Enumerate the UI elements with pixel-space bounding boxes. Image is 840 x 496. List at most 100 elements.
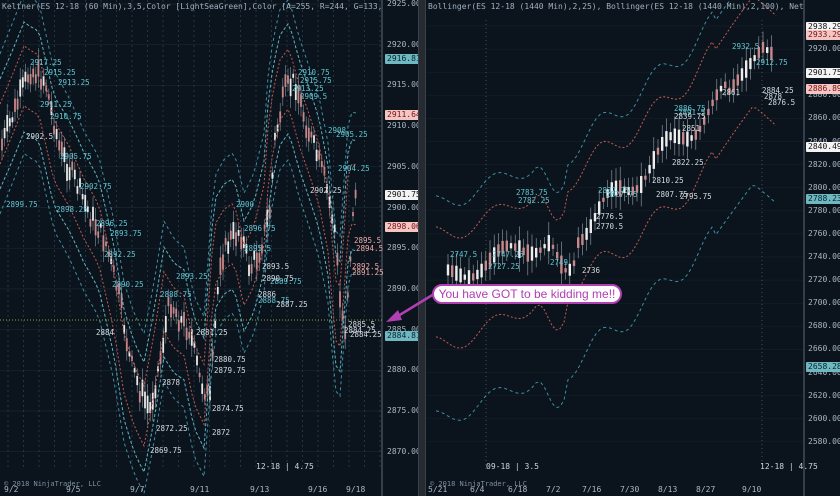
left-candle-body bbox=[216, 287, 219, 295]
right-level-label: 2782.25 bbox=[518, 196, 550, 205]
left-candle-body bbox=[110, 255, 113, 265]
left-candle-body bbox=[219, 257, 222, 275]
left-level-label: 2915.25 bbox=[44, 68, 76, 77]
left-level-label: 2894.5 bbox=[356, 244, 384, 253]
right-candle-body bbox=[740, 68, 744, 81]
right-candle-body bbox=[501, 240, 504, 254]
left-level-label: 2886 bbox=[258, 290, 277, 299]
right-candle-body bbox=[514, 243, 517, 251]
left-candle-body bbox=[248, 264, 250, 277]
right-price-chart[interactable] bbox=[426, 0, 840, 496]
left-candle-body bbox=[146, 395, 149, 414]
left-candle-body bbox=[336, 252, 339, 266]
left-price-tick: 2905.00 bbox=[387, 161, 418, 171]
left-keltner-band bbox=[0, 152, 357, 496]
right-price-marker: 2788.23 bbox=[806, 194, 840, 204]
left-candle-body bbox=[206, 385, 209, 395]
left-keltner-band bbox=[0, 105, 357, 448]
left-candle-body bbox=[183, 312, 185, 327]
right-date-tick: 6/18 bbox=[508, 485, 528, 494]
right-date-tick: 9/10 bbox=[742, 485, 762, 494]
left-candle-body bbox=[159, 350, 162, 364]
right-level-label: 2822.25 bbox=[672, 158, 704, 167]
right-candle-body bbox=[568, 263, 571, 276]
right-candle-body bbox=[719, 85, 723, 92]
left-candle-body bbox=[302, 112, 305, 122]
right-candle-body bbox=[564, 268, 567, 273]
left-candle-body bbox=[73, 169, 76, 180]
left-price-marker: 2901.75 bbox=[385, 190, 418, 200]
left-candle-body bbox=[328, 196, 331, 208]
left-candle-body bbox=[297, 86, 300, 104]
left-candle-body bbox=[84, 194, 87, 212]
right-candle-body bbox=[623, 186, 626, 194]
left-level-label: 2878 bbox=[162, 378, 181, 387]
panel-divider[interactable] bbox=[418, 0, 426, 496]
left-candle-body bbox=[235, 232, 237, 247]
right-level-label: 2783.75 bbox=[516, 188, 548, 197]
left-candle-body bbox=[224, 237, 227, 245]
left-candle-body bbox=[331, 214, 334, 224]
left-level-label: 2910.75 bbox=[50, 112, 82, 121]
left-level-label: 2872 bbox=[212, 428, 231, 437]
right-price-tick: 2580.00 bbox=[808, 436, 840, 446]
left-candle-body bbox=[245, 244, 248, 254]
left-candle-body bbox=[266, 209, 269, 228]
left-level-label: 2917.25 bbox=[30, 58, 62, 67]
left-price-chart[interactable] bbox=[0, 0, 418, 496]
left-candle-body bbox=[107, 251, 110, 257]
right-contract-stamp-left: 09-18 | 3.5 bbox=[486, 462, 539, 471]
left-candle-body bbox=[188, 331, 191, 339]
left-candle-body bbox=[42, 76, 45, 86]
right-level-label: 2727.25 bbox=[488, 262, 520, 271]
left-candle-body bbox=[300, 94, 302, 107]
right-price-tick: 2620.00 bbox=[808, 390, 840, 400]
left-candle-body bbox=[175, 308, 178, 318]
left-candle-body bbox=[354, 189, 357, 199]
right-candle-body bbox=[480, 263, 483, 278]
left-level-label: 2911.25 bbox=[40, 100, 72, 109]
left-level-label: 2884.25 bbox=[344, 326, 376, 335]
left-candle-body bbox=[92, 206, 94, 221]
left-candle-body bbox=[222, 254, 224, 270]
right-candle-body bbox=[656, 147, 660, 155]
left-level-label: 2913.25 bbox=[58, 78, 90, 87]
right-candle-body bbox=[677, 129, 681, 145]
left-level-label: 2884 bbox=[96, 328, 115, 337]
left-candle-body bbox=[58, 140, 61, 151]
left-candle-body bbox=[32, 68, 35, 78]
left-level-label: 2893.75 bbox=[110, 229, 142, 238]
right-candle-body bbox=[673, 128, 676, 144]
left-candle-body bbox=[268, 207, 271, 219]
right-price-tick: 2640.00 bbox=[808, 367, 840, 377]
left-level-label: 2910.75 bbox=[298, 68, 330, 77]
right-candle-body bbox=[698, 125, 702, 132]
left-price-tick: 2880.00 bbox=[387, 365, 418, 375]
right-level-label: 2876.5 bbox=[768, 98, 796, 107]
left-candle-body bbox=[190, 329, 193, 346]
left-price-marker: 2911.64 bbox=[385, 110, 418, 120]
left-level-label: 2895.5 bbox=[244, 244, 272, 253]
right-chart-panel[interactable]: Bollinger(ES 12-18 (1440 Min),2,25), Bol… bbox=[426, 0, 840, 496]
left-candle-body bbox=[97, 231, 100, 238]
left-candle-body bbox=[21, 77, 24, 88]
left-candle-body bbox=[310, 131, 313, 138]
right-candle-body bbox=[669, 132, 672, 141]
left-candle-body bbox=[315, 149, 318, 162]
left-level-label: 2879.75 bbox=[214, 366, 246, 375]
right-level-label: 2747.25 bbox=[492, 250, 524, 259]
left-candle-body bbox=[349, 256, 352, 262]
left-candle-body bbox=[144, 391, 146, 409]
left-candle-body bbox=[34, 74, 37, 84]
right-candle-body bbox=[619, 180, 622, 197]
left-candle-body bbox=[131, 356, 133, 361]
right-price-tick: 2600.00 bbox=[808, 413, 840, 423]
left-chart-panel[interactable]: Keltner(ES 12-18 (60 Min),3,5,Color [Lig… bbox=[0, 0, 418, 496]
left-candle-body bbox=[63, 147, 66, 163]
left-candle-body bbox=[229, 230, 232, 240]
left-candle-body bbox=[151, 392, 154, 410]
left-candle-body bbox=[227, 241, 230, 254]
left-candle-body bbox=[240, 236, 243, 250]
right-price-tick: 2720.00 bbox=[808, 275, 840, 285]
right-candle-body bbox=[451, 265, 454, 278]
